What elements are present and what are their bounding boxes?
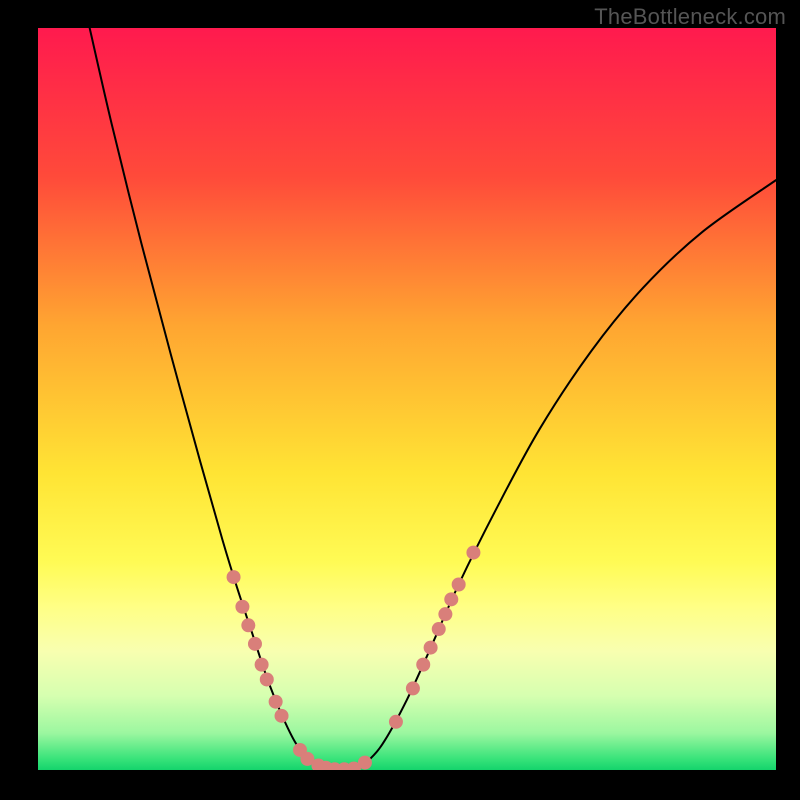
marker-point <box>406 681 420 695</box>
marker-point <box>424 641 438 655</box>
marker-point <box>275 709 289 723</box>
marker-point <box>248 637 262 651</box>
watermark-text: TheBottleneck.com <box>594 4 786 30</box>
marker-point <box>260 672 274 686</box>
marker-point <box>466 546 480 560</box>
plot-area <box>38 28 776 770</box>
marker-point <box>444 592 458 606</box>
chart-container: TheBottleneck.com <box>0 0 800 800</box>
marker-point <box>227 570 241 584</box>
v-curve-svg <box>38 28 776 770</box>
marker-point <box>269 695 283 709</box>
marker-point <box>438 607 452 621</box>
marker-point <box>235 600 249 614</box>
marker-point <box>255 658 269 672</box>
curve-right-branch <box>341 180 776 770</box>
marker-point <box>241 618 255 632</box>
marker-point <box>432 622 446 636</box>
marker-point <box>416 658 430 672</box>
marker-point <box>358 756 372 770</box>
marker-point <box>452 578 466 592</box>
curve-left-branch <box>90 28 341 770</box>
marker-point <box>389 715 403 729</box>
